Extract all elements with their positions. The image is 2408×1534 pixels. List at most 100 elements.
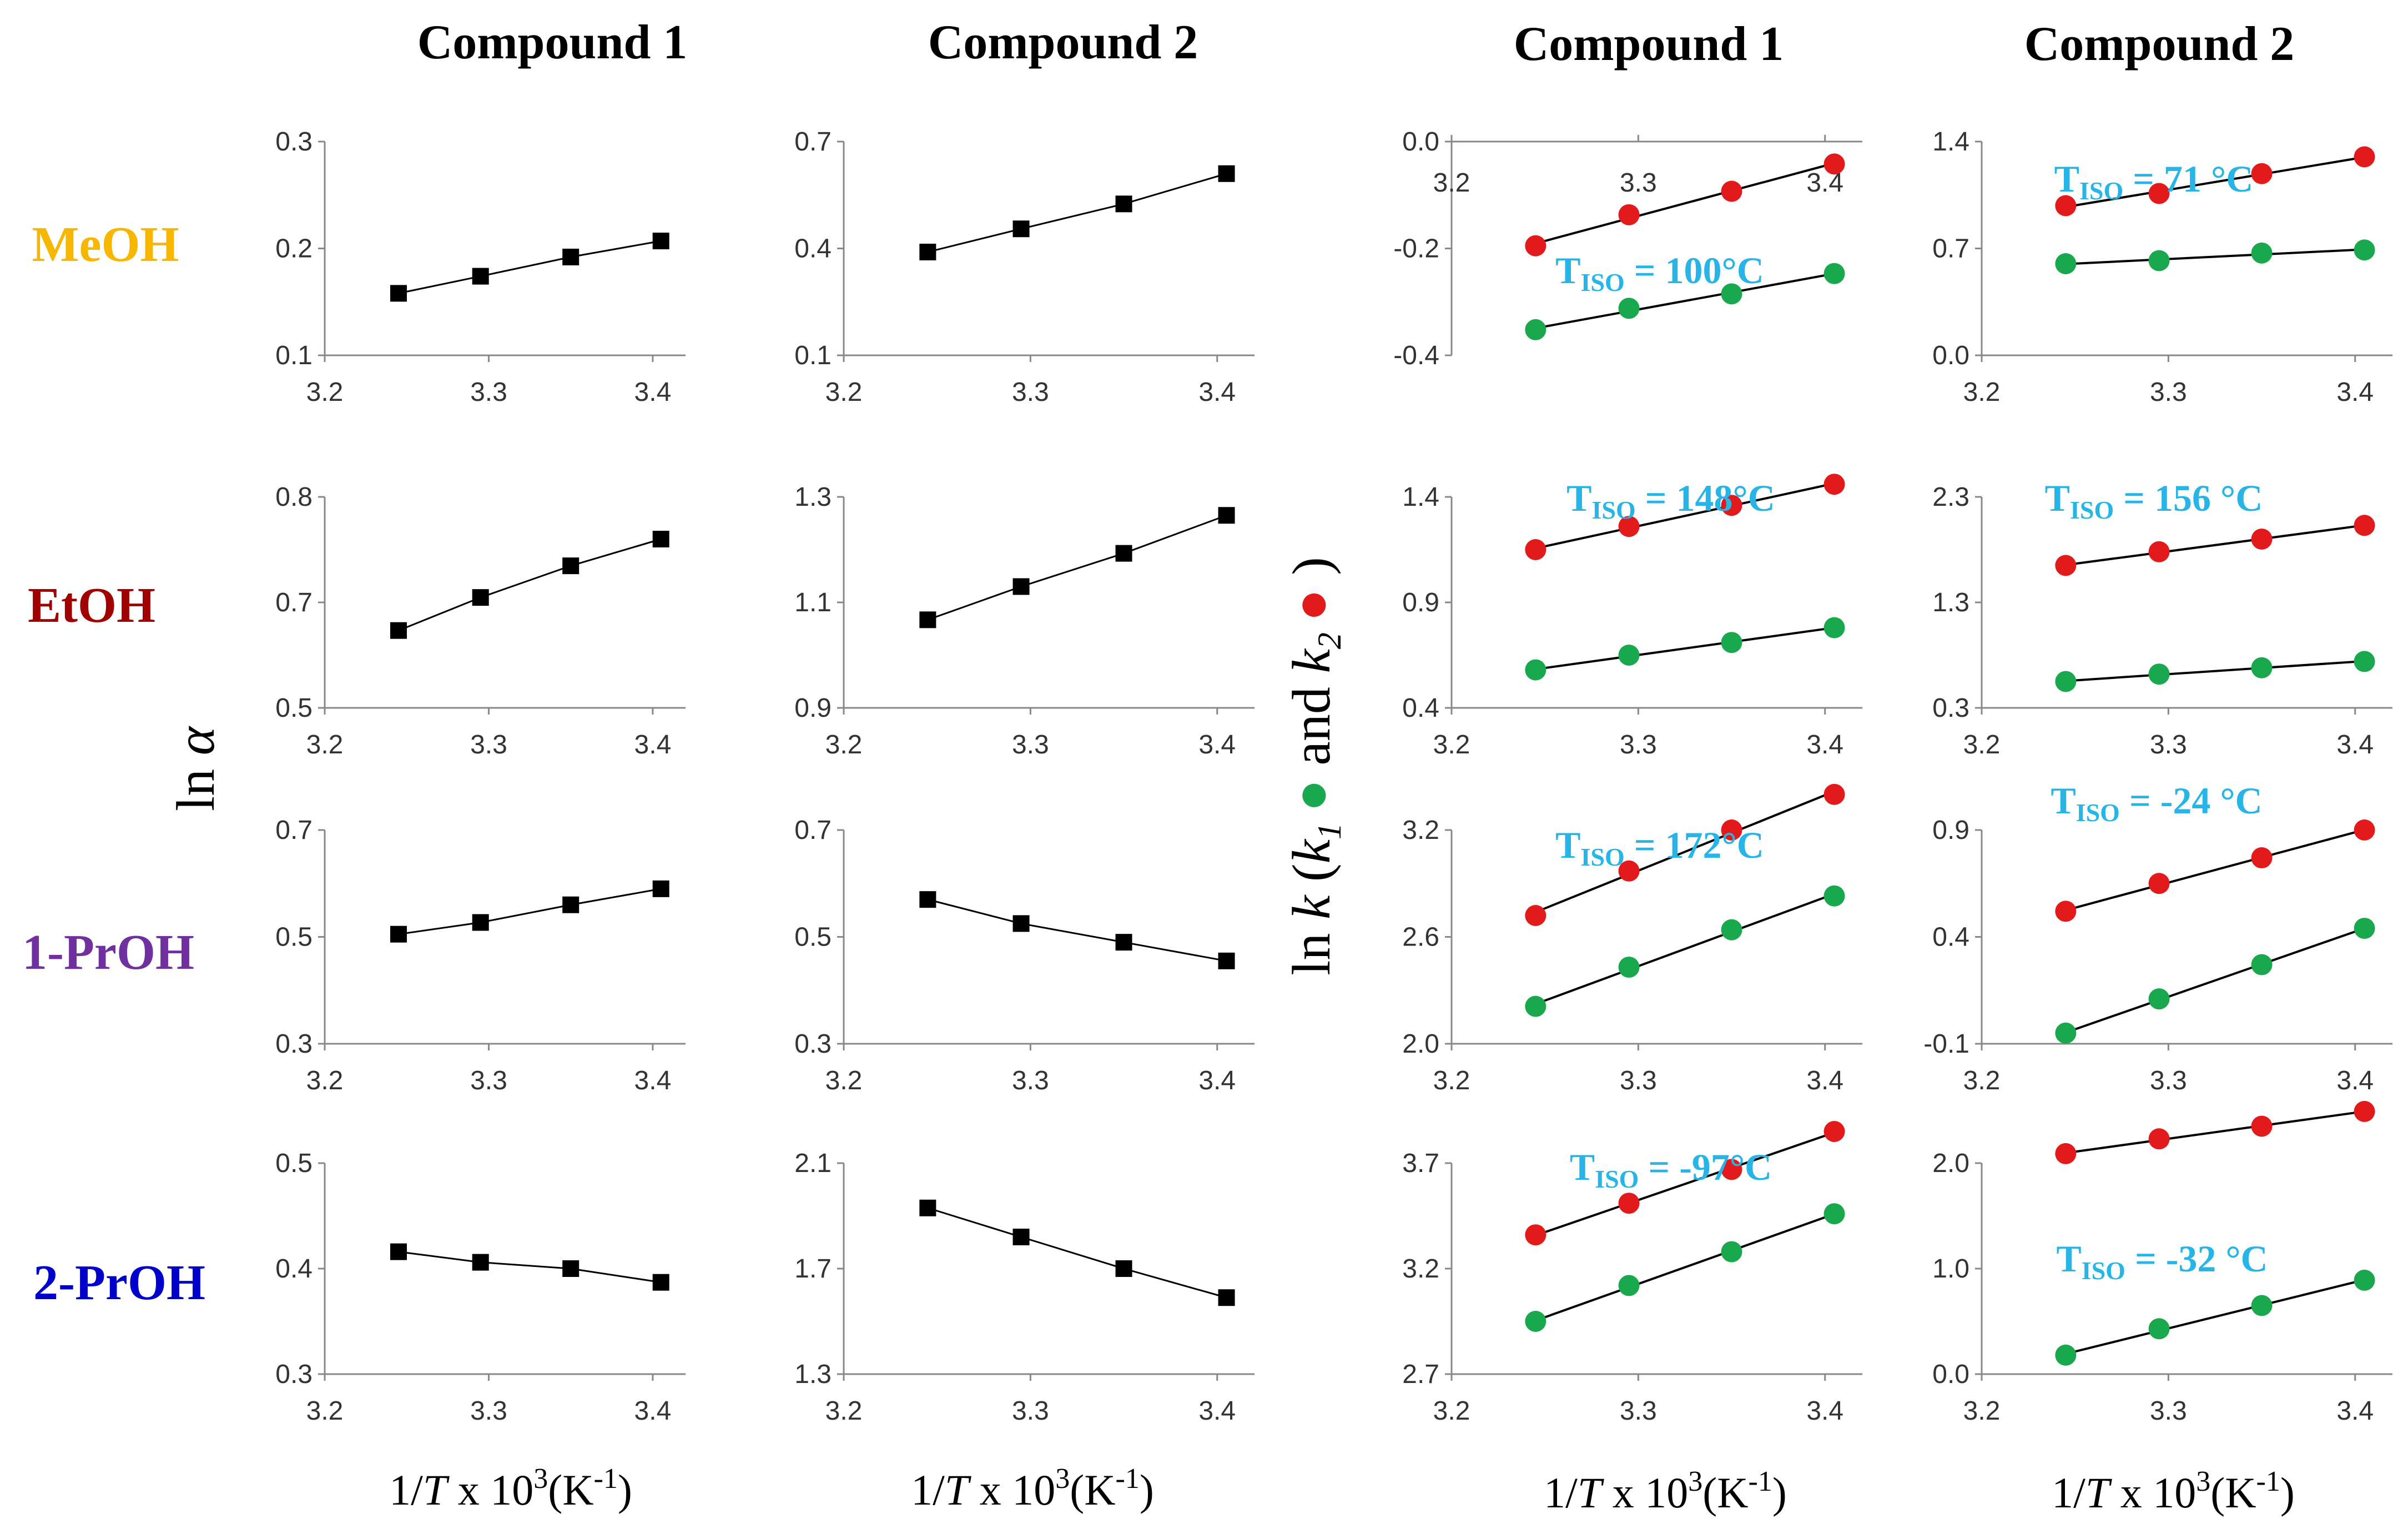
y-tick-label: 0.3	[275, 1029, 313, 1059]
data-point-k1	[2148, 1318, 2170, 1340]
data-point-k2	[2354, 819, 2375, 841]
data-point-k1	[2354, 239, 2375, 261]
y-tick-label: 0.3	[1932, 693, 1969, 723]
data-point-square	[1115, 545, 1132, 562]
y-tick-label: 3.7	[1402, 1149, 1439, 1178]
k1-legend-marker-icon: ●	[1282, 779, 1342, 812]
y-tick-label: 1.0	[1932, 1254, 1969, 1284]
series-line	[927, 514, 1227, 621]
x-tick-label: 3.2	[825, 730, 863, 760]
tiso-annotation: TISO = -97°C	[1570, 1146, 1772, 1193]
panel-1-PrOH-compound1-ln-k: 2.0 2.6 3.2 3.2 3.3 3.4	[1402, 783, 1862, 1095]
x-tick-label: 3.3	[1012, 378, 1049, 407]
data-point-square	[1012, 915, 1030, 932]
data-point-square	[472, 914, 489, 931]
x-tick-label: 3.3	[1620, 1396, 1657, 1426]
panel-MeOH-compound1-ln-alpha: 0.1 0.2 0.3 3.2 3.3 3.4	[275, 127, 686, 407]
y-tick-label: 0.9	[1932, 816, 1969, 845]
y-tick-label: 0.5	[275, 1149, 313, 1178]
x-tick-label: 3.2	[306, 730, 344, 760]
tiso-annotation: TISO = 148°C	[1566, 477, 1775, 524]
data-point-k2	[1618, 1193, 1640, 1214]
y-tick-label: 0.4	[794, 234, 832, 264]
data-point-square	[390, 1243, 407, 1260]
data-point-k1	[2148, 663, 2170, 685]
panel-MeOH-compound2-ln-alpha: 0.1 0.4 0.7 3.2 3.3 3.4	[794, 127, 1255, 407]
panel-EtOH-compound1-ln-alpha: 0.5 0.7 0.8 3.2 3.3 3.4	[275, 482, 686, 760]
data-point-k2	[1525, 1224, 1546, 1246]
column-title-4: Compound 2	[2024, 17, 2295, 71]
data-point-square	[1012, 578, 1030, 595]
data-point-k2	[1721, 1159, 1742, 1180]
panel-2-PrOH-compound1-ln-k: 2.7 3.2 3.7 3.2 3.3 3.4	[1402, 1121, 1862, 1426]
x-axis-labels: 1/T x 103(K-1) 1/T x 103(K-1) 1/T x 103(…	[389, 1463, 2295, 1517]
x-axis-label-col4: 1/T x 103(K-1)	[2052, 1466, 2295, 1517]
x-tick-label: 3.2	[1433, 1396, 1470, 1426]
data-point-k2	[1823, 783, 1845, 805]
x-tick-label: 3.3	[470, 1396, 507, 1426]
data-point-k1	[1721, 1241, 1742, 1263]
data-point-square	[562, 248, 580, 265]
x-tick-label: 3.2	[825, 378, 863, 407]
data-point-square	[562, 1260, 580, 1277]
fit-line-k2	[2066, 524, 2365, 566]
x-tick-label: 3.3	[1620, 730, 1657, 760]
x-tick-label: 3.3	[2150, 1066, 2187, 1095]
y-tick-label: 0.9	[1402, 588, 1439, 617]
panel-EtOH-compound1-ln-k: 0.4 0.9 1.4 3.2 3.3 3.4	[1402, 474, 1862, 760]
data-point-k2	[2354, 1100, 2375, 1122]
x-tick-label: 3.2	[306, 1396, 344, 1426]
x-tick-label: 3.2	[1433, 168, 1470, 198]
ln-k-axis-label: ln k (k1 ● and k2 ● )	[1282, 557, 1348, 975]
data-point-k1	[2354, 918, 2375, 939]
tiso-annotation: TISO = -32 °C	[2056, 1238, 2268, 1285]
data-point-k2	[1721, 495, 1742, 516]
y-tick-label: 1.3	[794, 1360, 832, 1389]
x-tick-label: 3.2	[1963, 1396, 2001, 1426]
fit-line-k1	[1535, 626, 1835, 671]
data-point-square	[1012, 1229, 1030, 1245]
fit-line-k2	[1535, 790, 1835, 913]
fit-line-k2	[1535, 162, 1835, 245]
column-title-3: Compound 1	[1514, 17, 1784, 71]
data-point-square	[390, 622, 407, 639]
data-point-k2	[2251, 529, 2273, 550]
data-point-square	[1218, 165, 1235, 182]
y-tick-label: 1.4	[1932, 127, 1969, 157]
panel-2-PrOH-compound1-ln-alpha: 0.3 0.4 0.5 3.2 3.3 3.4	[275, 1149, 686, 1426]
data-point-k1	[2251, 954, 2273, 975]
data-point-square	[919, 891, 936, 908]
y-tick-label: 0.7	[1932, 234, 1969, 264]
data-point-square	[652, 531, 669, 547]
solvent-label-meoh: MeOH	[32, 217, 179, 272]
y-tick-label: 0.7	[794, 816, 832, 845]
y-tick-label: 2.0	[1932, 1149, 1969, 1178]
y-tick-label: -0.4	[1393, 341, 1439, 370]
data-point-square	[919, 611, 936, 628]
y-tick-label: 1.7	[794, 1254, 832, 1284]
panel-1-PrOH-compound2-ln-k: -0.1 0.4 0.9 3.2 3.3 3.4	[1923, 816, 2392, 1095]
data-point-square	[1218, 1289, 1235, 1306]
y-tick-label: 0.3	[275, 1360, 313, 1389]
x-tick-label: 3.2	[306, 378, 344, 407]
data-point-square	[562, 896, 580, 913]
data-point-k2	[2354, 146, 2375, 168]
data-point-square	[652, 233, 669, 250]
y-tick-label: 0.5	[275, 693, 313, 723]
x-tick-label: 3.3	[470, 730, 507, 760]
y-tick-label: 3.2	[1402, 816, 1439, 845]
y-tick-label: 1.4	[1402, 482, 1439, 512]
y-tick-label: 0.7	[794, 127, 832, 157]
data-point-k1	[2354, 651, 2375, 672]
x-tick-label: 3.2	[825, 1066, 863, 1095]
series-line	[927, 898, 1227, 962]
x-tick-label: 3.3	[470, 378, 507, 407]
data-point-square	[1115, 934, 1132, 951]
x-tick-label: 3.3	[1012, 1066, 1049, 1095]
y-tick-label: 0.4	[1932, 923, 1969, 952]
data-point-k2	[2251, 847, 2273, 869]
data-point-k2	[2148, 1128, 2170, 1150]
y-tick-label: 0.8	[275, 482, 313, 512]
x-tick-label: 3.2	[1433, 730, 1470, 760]
